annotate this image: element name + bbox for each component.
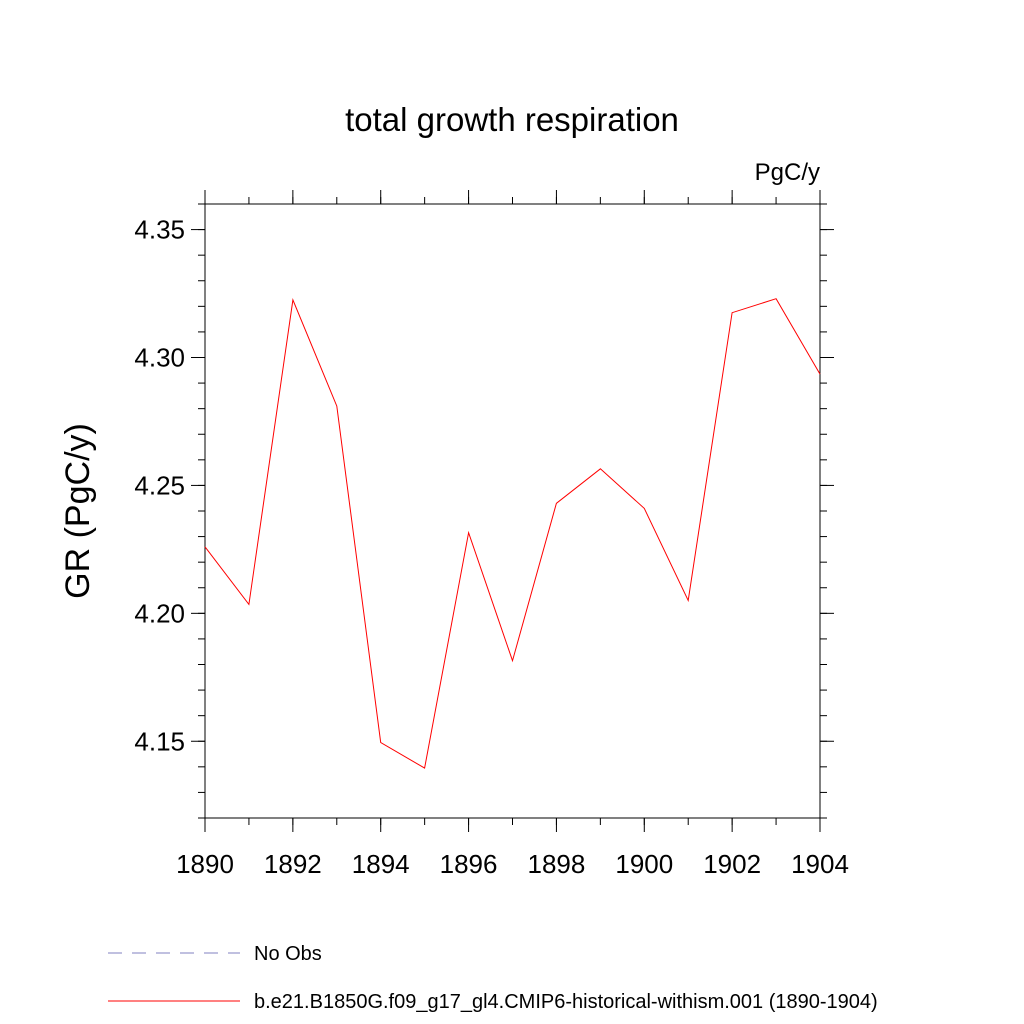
x-tick-label: 1904 (791, 849, 849, 879)
x-tick-label: 1896 (440, 849, 498, 879)
y-tick-label: 4.35 (134, 215, 185, 245)
axis-tick-labels: 4.15 4.20 4.25 4.30 4.35 1890 1892 1894 1896 1898… (134, 215, 849, 879)
x-tick-label: 1890 (176, 849, 234, 879)
axis-ticks (191, 190, 834, 832)
series-lines (204, 298, 821, 769)
x-tick-label: 1902 (703, 849, 761, 879)
legend: No Obs b.e21.B1850G.f09_g17_gl4.CMIP6-his… (108, 943, 878, 1013)
x-tick-label: 1900 (615, 849, 673, 879)
plot-frame (204, 203, 821, 819)
chart-title: total growth respiration (345, 101, 679, 138)
units-label: PgC/y (755, 159, 820, 186)
legend-label: b.e21.B1850G.f09_g17_gl4.CMIP6-historica… (254, 991, 878, 1013)
x-tick-label: 1894 (352, 849, 410, 879)
legend-label: No Obs (254, 943, 322, 965)
y-tick-label: 4.15 (134, 726, 185, 756)
y-tick-label: 4.25 (134, 470, 185, 500)
x-tick-label: 1892 (264, 849, 322, 879)
y-axis-label: GR (PgC/y) (59, 423, 97, 599)
x-tick-label: 1898 (528, 849, 586, 879)
y-tick-label: 4.30 (134, 343, 185, 373)
y-tick-label: 4.20 (134, 598, 185, 628)
series-line (204, 298, 821, 769)
